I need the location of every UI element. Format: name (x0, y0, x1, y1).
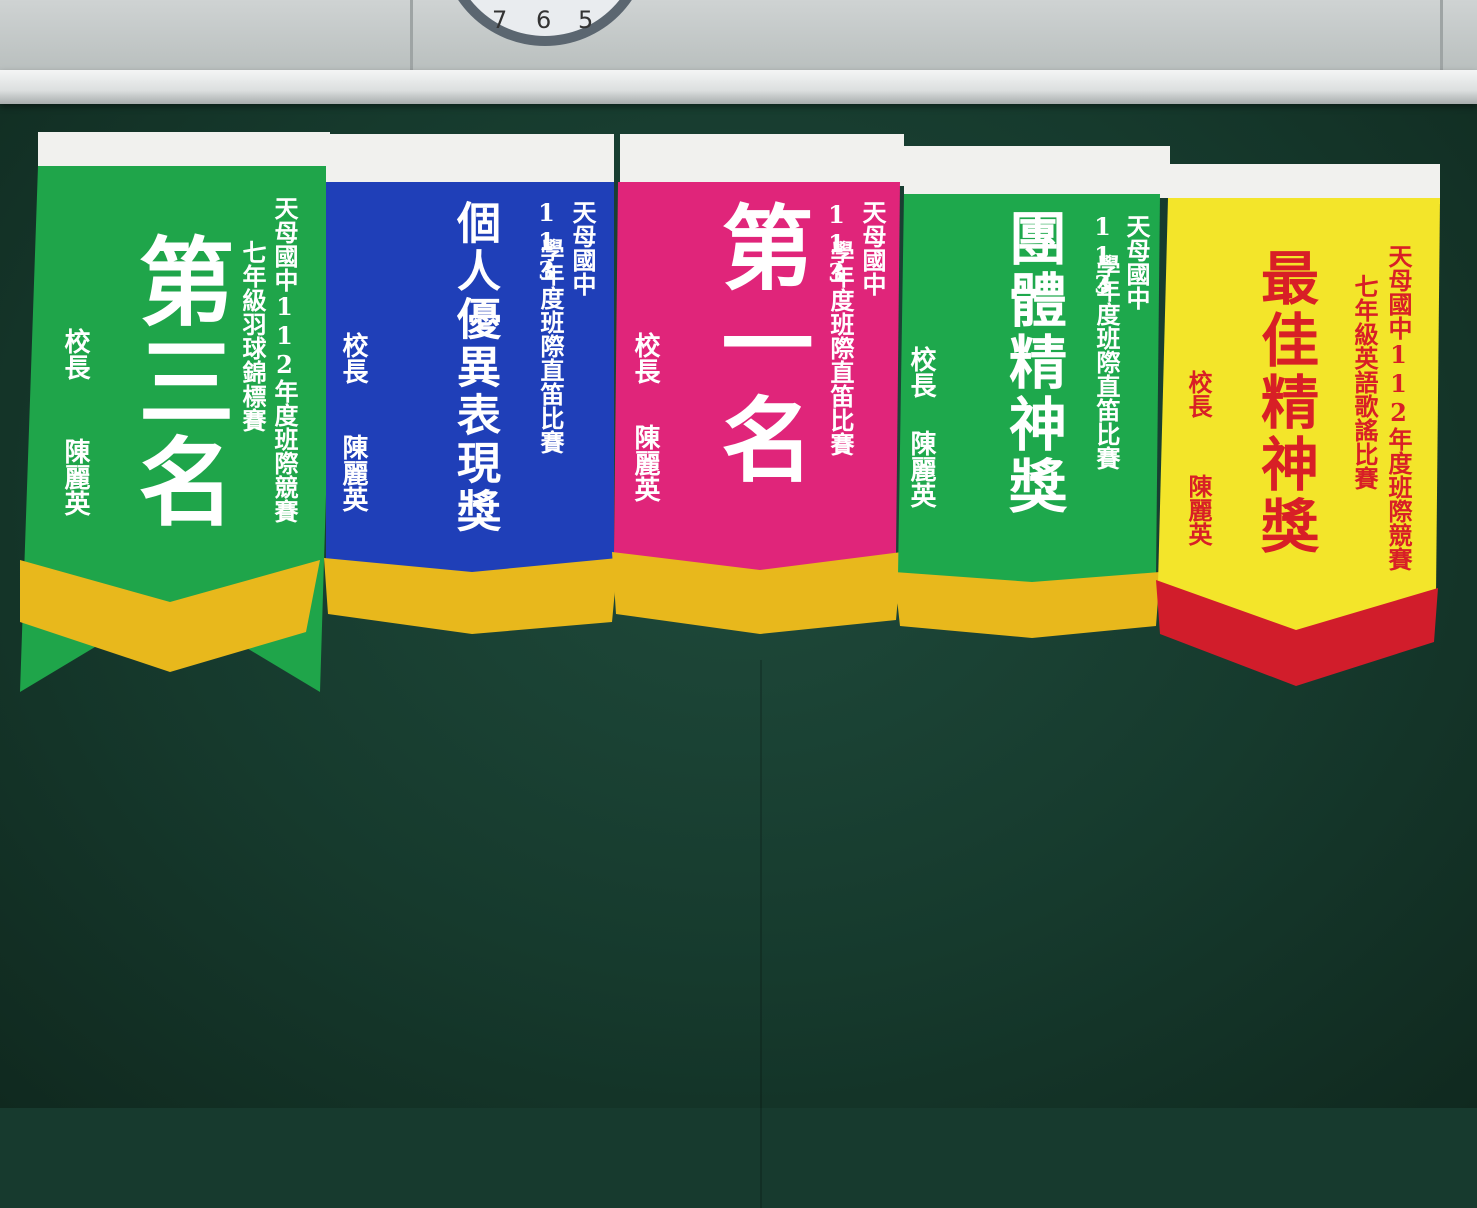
principal-name: 陳麗英 (60, 438, 90, 516)
principal-title: 校長 (906, 346, 936, 398)
pennant-award: 第三名 (122, 232, 235, 532)
principal-title: 校長 (338, 332, 368, 384)
clock-numeral: 5 (578, 6, 594, 34)
pennant-third-place: 天母國中112年度班際競賽 七年級羽球錦標賽 第三名 校長 陳麗英 (10, 132, 336, 692)
clock-numeral: 6 (536, 6, 552, 34)
pennant-title-line1: 天母國中 (858, 200, 887, 296)
pennant-title-line1: 天母國中112年度班際競賽 (1384, 244, 1413, 571)
pennant-year: 113 (822, 200, 851, 287)
principal-name: 陳麗英 (338, 434, 368, 512)
pennant-shape (20, 132, 336, 692)
pennant-title-line1: 天母國中112年度班際競賽 (270, 196, 299, 523)
pennant-best-spirit: 天母國中112年度班際競賽 七年級英語歌謠比賽 最佳精神獎 校長 陳麗英 (1156, 164, 1446, 694)
pennant-individual-excellence: 113 天母國中 學年度班際直笛比賽 個人優異表現獎 校長 陳麗英 (322, 134, 622, 644)
pennant-title-line2: 學年度班際直笛比賽 (536, 238, 565, 454)
principal-title: 校長 (1184, 370, 1213, 418)
pennant-award: 團體精神獎 (999, 208, 1067, 518)
clock-numeral: 7 (492, 6, 508, 34)
pennant-first-place: 113 天母國中 學年度班際直笛比賽 第一名 校長 陳麗英 (610, 134, 910, 644)
pennant-team-spirit: 113 天母國中 學年度班際直笛比賽 團體精神獎 校長 陳麗英 (894, 146, 1170, 646)
principal-title: 校長 (630, 332, 660, 384)
pennant-award: 個人優異表現獎 (449, 200, 500, 536)
pennant-shape (612, 134, 904, 634)
principal-title: 校長 (60, 328, 90, 380)
wall (0, 0, 1477, 72)
pennant-shape (324, 134, 618, 634)
wall-line (410, 0, 413, 72)
pennant-title-line2: 七年級英語歌謠比賽 (1350, 274, 1379, 490)
principal-name: 陳麗英 (630, 424, 660, 502)
principal-name: 陳麗英 (906, 430, 936, 508)
pennant-award: 第一名 (706, 200, 814, 488)
pennant-title-line1: 天母國中 (568, 200, 597, 296)
pennant-title-line2: 學年度班際直笛比賽 (1092, 254, 1121, 470)
principal-name: 陳麗英 (1184, 474, 1213, 546)
pennant-shape (1156, 164, 1440, 686)
pennant-shape (894, 146, 1170, 638)
pennant-award: 最佳精神獎 (1251, 248, 1319, 558)
pennant-year: 113 (532, 198, 561, 285)
pennant-title-line1: 天母國中 (1122, 214, 1151, 310)
chalk-rail (0, 70, 1477, 104)
pennant-year: 113 (1088, 212, 1117, 299)
pennant-title-line2: 七年級羽球錦標賽 (238, 240, 267, 432)
board-seam (760, 660, 762, 1208)
wall-line (1440, 0, 1443, 72)
pennant-title-line2: 學年度班際直笛比賽 (826, 240, 855, 456)
